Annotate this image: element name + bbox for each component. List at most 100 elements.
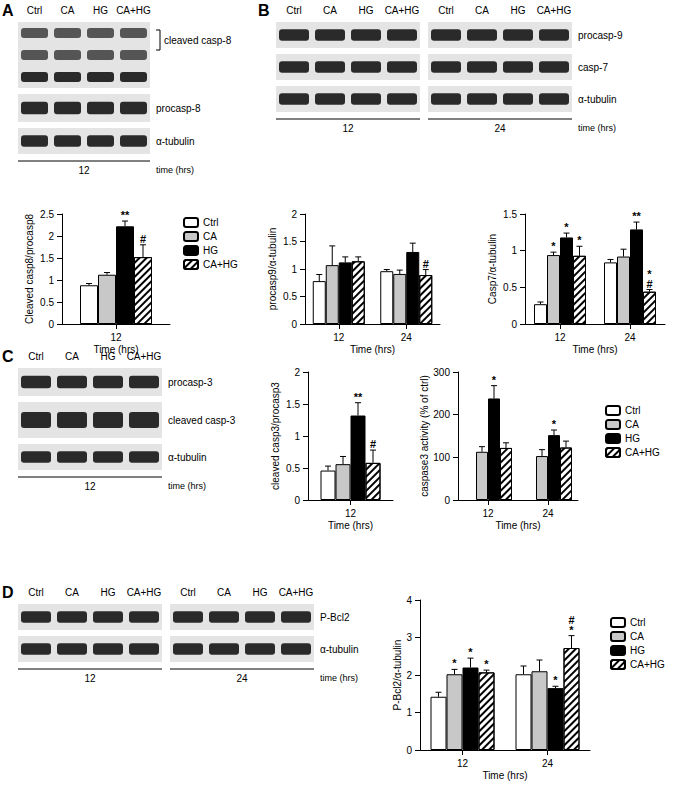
svg-text:Time (hrs): Time (hrs) [482, 770, 527, 781]
svg-text:CA: CA [217, 587, 231, 598]
svg-text:HG: HG [203, 245, 218, 256]
svg-text:CA: CA [65, 587, 79, 598]
svg-text:#: # [140, 233, 146, 245]
svg-text:procasp9/α-tubulin: procasp9/α-tubulin [267, 228, 278, 311]
svg-text:2: 2 [48, 231, 54, 242]
svg-text:12: 12 [345, 508, 357, 519]
svg-text:1: 1 [291, 264, 297, 275]
svg-text:1.5: 1.5 [286, 399, 300, 410]
svg-text:time (hrs): time (hrs) [578, 123, 616, 133]
svg-text:#: # [370, 438, 376, 450]
svg-text:12: 12 [84, 673, 96, 684]
svg-text:1: 1 [511, 245, 517, 256]
svg-text:1.5: 1.5 [283, 236, 297, 247]
svg-text:4: 4 [406, 595, 412, 606]
svg-text:*: * [551, 240, 556, 252]
svg-text:casp-7: casp-7 [578, 62, 608, 73]
svg-text:CA+HG: CA+HG [279, 587, 314, 598]
svg-text:2: 2 [291, 209, 297, 220]
svg-text:Time (hrs): Time (hrs) [328, 520, 373, 531]
svg-text:CA+HG: CA+HG [116, 5, 151, 16]
svg-text:α-tubulin: α-tubulin [156, 136, 195, 147]
svg-text:0: 0 [291, 319, 297, 330]
svg-text:1: 1 [294, 431, 300, 442]
svg-text:1.5: 1.5 [503, 209, 517, 220]
svg-text:P-Bcl2: P-Bcl2 [320, 612, 350, 623]
svg-text:24: 24 [542, 508, 554, 519]
svg-text:Time (hrs): Time (hrs) [93, 344, 138, 355]
svg-text:HG: HG [625, 433, 640, 444]
svg-text:**: ** [632, 210, 641, 222]
svg-text:Cleaved casp8/procasp8: Cleaved casp8/procasp8 [24, 214, 35, 325]
svg-text:0: 0 [444, 495, 450, 506]
svg-text:HG: HG [511, 5, 526, 16]
svg-text:Ctrl: Ctrl [203, 217, 219, 228]
svg-text:HG: HG [93, 5, 108, 16]
svg-text:1: 1 [406, 707, 412, 718]
svg-text:time (hrs): time (hrs) [156, 165, 194, 175]
svg-text:*: * [452, 657, 457, 669]
svg-text:12: 12 [78, 165, 90, 176]
svg-text:CA: CA [323, 5, 337, 16]
svg-text:CA+HG: CA+HG [630, 659, 665, 670]
svg-text:CA+HG: CA+HG [127, 587, 162, 598]
svg-text:α-tubulin: α-tubulin [168, 452, 207, 463]
svg-text:*: * [569, 624, 574, 636]
svg-text:Ctrl: Ctrl [630, 617, 646, 628]
svg-text:12: 12 [482, 508, 494, 519]
svg-text:1: 1 [48, 275, 54, 286]
svg-text:B: B [258, 2, 270, 19]
svg-text:**: ** [121, 209, 130, 221]
svg-text:24: 24 [624, 332, 636, 343]
svg-text:α-tubulin: α-tubulin [320, 644, 359, 655]
svg-text:12: 12 [457, 758, 469, 769]
svg-text:#: # [423, 258, 429, 270]
svg-text:0: 0 [294, 495, 300, 506]
svg-text:*: * [468, 646, 473, 658]
svg-text:24: 24 [542, 758, 554, 769]
svg-text:2.5: 2.5 [40, 209, 54, 220]
svg-text:*: * [484, 658, 489, 670]
svg-text:Time (hrs): Time (hrs) [495, 520, 540, 531]
svg-text:24: 24 [236, 673, 248, 684]
svg-text:Ctrl: Ctrl [625, 405, 641, 416]
svg-text:CA: CA [630, 631, 644, 642]
svg-text:0.5: 0.5 [40, 297, 54, 308]
svg-text:CA+HG: CA+HG [203, 259, 238, 270]
svg-text:0.5: 0.5 [286, 463, 300, 474]
svg-text:Ctrl: Ctrl [27, 5, 43, 16]
svg-text:CA+HG: CA+HG [385, 5, 420, 16]
svg-text:procasp-3: procasp-3 [168, 377, 213, 388]
svg-text:0: 0 [406, 745, 412, 756]
svg-text:HG: HG [253, 587, 268, 598]
svg-text:0: 0 [48, 319, 54, 330]
svg-text:2: 2 [406, 670, 412, 681]
svg-text:procasp-9: procasp-9 [578, 30, 623, 41]
svg-text:Time (hrs): Time (hrs) [350, 344, 395, 355]
svg-text:Time (hrs): Time (hrs) [572, 344, 617, 355]
svg-text:Casp7/α-tubulin: Casp7/α-tubulin [487, 234, 498, 304]
svg-text:CA: CA [61, 5, 75, 16]
svg-text:CA: CA [203, 231, 217, 242]
svg-text:*: * [553, 674, 558, 686]
svg-text:C: C [2, 348, 14, 365]
svg-text:12: 12 [84, 481, 96, 492]
svg-text:CA: CA [65, 351, 79, 362]
svg-text:cleaved casp3/procasp3: cleaved casp3/procasp3 [270, 382, 281, 490]
svg-text:**: ** [354, 391, 363, 403]
svg-text:Ctrl: Ctrl [28, 587, 44, 598]
svg-text:time (hrs): time (hrs) [320, 673, 358, 683]
svg-text:12: 12 [342, 123, 354, 134]
svg-text:12: 12 [333, 332, 345, 343]
svg-text:caspase3 activity (% of ctrl): caspase3 activity (% of ctrl) [419, 375, 430, 497]
svg-text:CA+HG: CA+HG [537, 5, 572, 16]
svg-text:2: 2 [294, 367, 300, 378]
svg-text:12: 12 [554, 332, 566, 343]
svg-text:300: 300 [433, 367, 450, 378]
svg-text:HG: HG [101, 587, 116, 598]
svg-text:*: * [492, 374, 497, 386]
svg-text:100: 100 [433, 452, 450, 463]
svg-text:*: * [552, 418, 557, 430]
svg-text:1.5: 1.5 [40, 253, 54, 264]
svg-text:Ctrl: Ctrl [286, 5, 302, 16]
